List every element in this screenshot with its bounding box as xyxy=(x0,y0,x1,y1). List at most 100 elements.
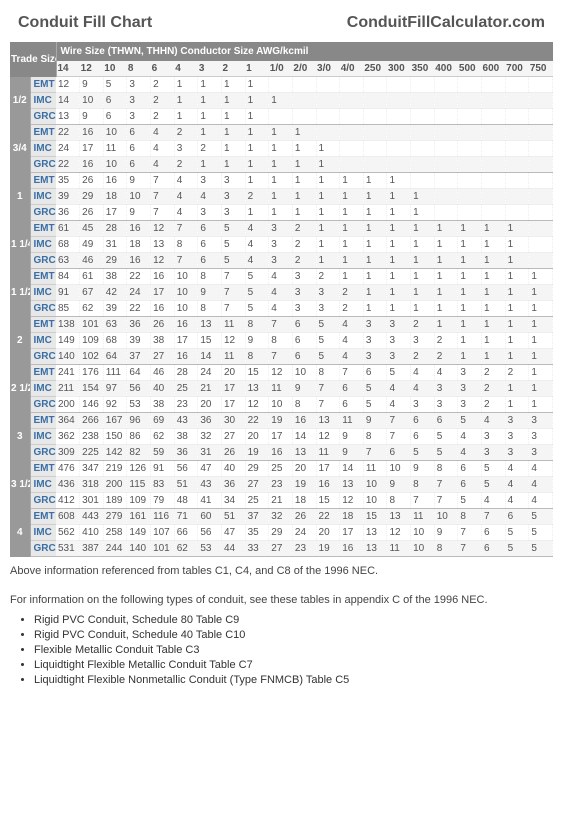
fill-value-cell: 17 xyxy=(316,461,340,477)
conduit-type-cell: EMT xyxy=(30,125,56,141)
fill-value-cell: 23 xyxy=(292,541,316,557)
fill-value-cell: 32 xyxy=(198,429,222,445)
fill-value-cell: 1 xyxy=(340,221,364,237)
fill-value-cell: 6 xyxy=(292,333,316,349)
wire-size-col: 750 xyxy=(529,61,553,77)
fill-value-cell: 9 xyxy=(411,461,435,477)
fill-value-cell: 1 xyxy=(292,125,316,141)
fill-value-cell: 84 xyxy=(56,269,80,285)
fill-value-cell: 1 xyxy=(387,221,411,237)
fill-value-cell xyxy=(363,141,387,157)
fill-value-cell: 5 xyxy=(221,221,245,237)
fill-value-cell: 1 xyxy=(411,269,435,285)
fill-value-cell: 5 xyxy=(529,525,553,541)
fill-value-cell: 3 xyxy=(505,445,529,461)
fill-value-cell: 16 xyxy=(103,173,127,189)
fill-value-cell: 102 xyxy=(80,349,104,365)
fill-value-cell: 3 xyxy=(505,413,529,429)
fill-value-cell: 11 xyxy=(340,413,364,429)
fill-value-cell: 2 xyxy=(151,77,175,93)
fill-value-cell: 1 xyxy=(316,237,340,253)
fill-value-cell: 3 xyxy=(434,397,458,413)
fill-value-cell: 1 xyxy=(340,173,364,189)
conduit-type-cell: EMT xyxy=(30,413,56,429)
fill-value-cell: 4 xyxy=(458,445,482,461)
fill-value-cell: 2 xyxy=(434,333,458,349)
fill-value-cell xyxy=(434,125,458,141)
fill-value-cell: 140 xyxy=(56,349,80,365)
fill-value-cell: 443 xyxy=(80,509,104,525)
fill-value-cell: 86 xyxy=(127,429,151,445)
wire-size-col: 3/0 xyxy=(316,61,340,77)
fill-value-cell: 20 xyxy=(221,365,245,381)
fill-value-cell: 1 xyxy=(174,77,198,93)
fill-value-cell xyxy=(387,77,411,93)
fill-value-cell: 1 xyxy=(316,141,340,157)
fill-value-cell: 51 xyxy=(174,477,198,493)
fill-value-cell: 4 xyxy=(151,141,175,157)
trade-size-cell: 1/2 xyxy=(10,77,30,125)
fill-value-cell: 36 xyxy=(221,477,245,493)
fill-value-cell: 11 xyxy=(221,317,245,333)
fill-value-cell: 241 xyxy=(56,365,80,381)
fill-value-cell: 4 xyxy=(174,205,198,221)
fill-value-cell: 3 xyxy=(292,301,316,317)
conduit-type-cell: GRC xyxy=(30,445,56,461)
fill-value-cell: 1 xyxy=(292,141,316,157)
fill-value-cell xyxy=(411,141,435,157)
fill-value-cell: 138 xyxy=(56,317,80,333)
fill-value-cell: 22 xyxy=(56,125,80,141)
fill-value-cell: 14 xyxy=(340,461,364,477)
fill-value-cell: 59 xyxy=(151,445,175,461)
fill-value-cell: 10 xyxy=(269,397,293,413)
fill-value-cell: 8 xyxy=(198,301,222,317)
wire-size-col: 2/0 xyxy=(292,61,316,77)
fill-value-cell xyxy=(292,93,316,109)
fill-value-cell: 18 xyxy=(103,189,127,205)
fill-value-cell: 22 xyxy=(127,301,151,317)
fill-value-cell: 9 xyxy=(363,413,387,429)
fill-value-cell: 4 xyxy=(340,349,364,365)
fill-value-cell: 10 xyxy=(363,493,387,509)
fill-value-cell: 2 xyxy=(482,365,506,381)
fill-value-cell: 1 xyxy=(529,381,553,397)
fill-value-cell xyxy=(505,77,529,93)
fill-value-cell: 1 xyxy=(458,221,482,237)
fill-value-cell: 7 xyxy=(434,493,458,509)
fill-value-cell: 8 xyxy=(316,365,340,381)
fill-value-cell: 13 xyxy=(198,317,222,333)
fill-value-cell: 4 xyxy=(245,237,269,253)
fill-value-cell: 4 xyxy=(505,461,529,477)
fill-value-cell: 36 xyxy=(174,445,198,461)
fill-value-cell: 1 xyxy=(221,141,245,157)
fill-value-cell xyxy=(411,77,435,93)
fill-value-cell xyxy=(363,93,387,109)
fill-value-cell: 16 xyxy=(127,221,151,237)
fill-value-cell: 7 xyxy=(151,205,175,221)
fill-value-cell: 49 xyxy=(80,237,104,253)
fill-value-cell: 26 xyxy=(292,509,316,525)
fill-value-cell xyxy=(434,141,458,157)
fill-value-cell xyxy=(434,173,458,189)
fill-value-cell: 33 xyxy=(245,541,269,557)
fill-value-cell: 9 xyxy=(434,525,458,541)
fill-value-cell: 6 xyxy=(198,221,222,237)
fill-value-cell: 4 xyxy=(387,397,411,413)
fill-value-cell: 6 xyxy=(103,93,127,109)
fill-value-cell: 43 xyxy=(174,413,198,429)
fill-value-cell: 16 xyxy=(292,413,316,429)
fill-value-cell: 10 xyxy=(174,269,198,285)
fill-value-cell: 1 xyxy=(458,253,482,269)
fill-value-cell: 3 xyxy=(387,317,411,333)
footer-bullet: Liquidtight Flexible Metallic Conduit Ta… xyxy=(34,659,553,671)
fill-value-cell: 8 xyxy=(411,477,435,493)
fill-value-cell: 17 xyxy=(221,381,245,397)
wire-size-col: 4 xyxy=(174,61,198,77)
fill-value-cell: 16 xyxy=(151,269,175,285)
wire-size-col: 8 xyxy=(127,61,151,77)
fill-value-cell: 5 xyxy=(316,349,340,365)
fill-value-cell: 9 xyxy=(340,445,364,461)
fill-value-cell: 410 xyxy=(80,525,104,541)
footer-bullet-list: Rigid PVC Conduit, Schedule 80 Table C9R… xyxy=(34,614,553,686)
fill-value-cell: 3 xyxy=(387,349,411,365)
